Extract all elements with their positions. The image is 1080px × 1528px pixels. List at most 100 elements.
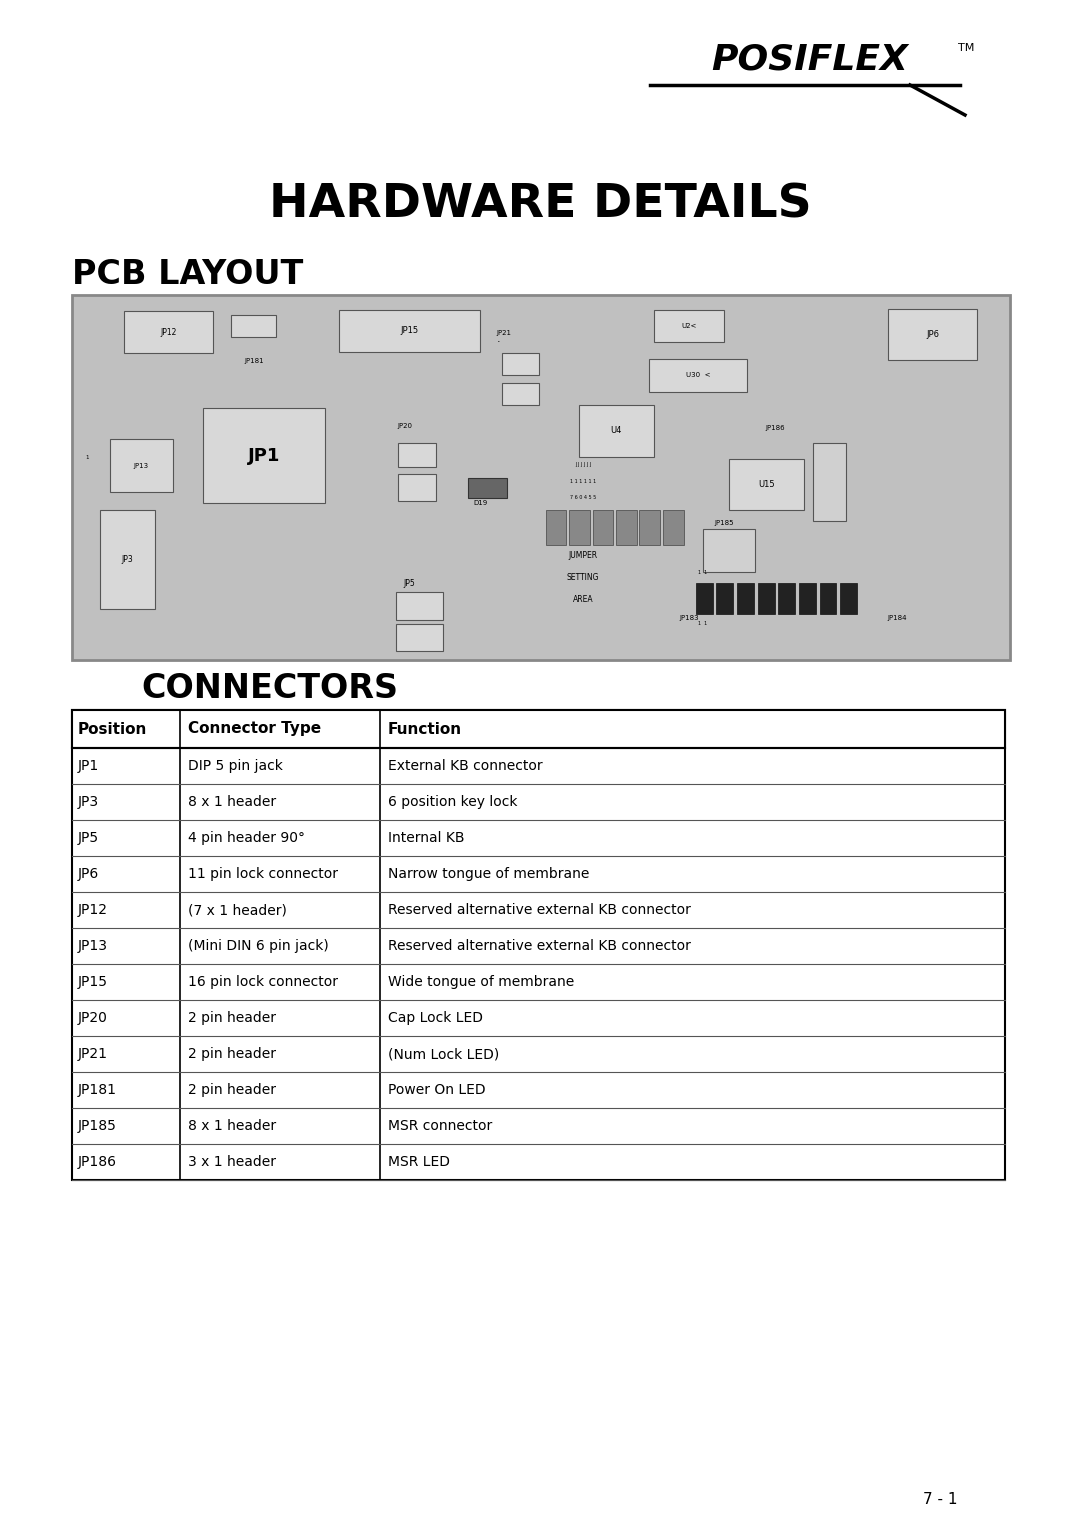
Text: 2 pin header: 2 pin header <box>188 1047 276 1060</box>
Text: JP15: JP15 <box>78 975 108 989</box>
FancyBboxPatch shape <box>100 510 154 608</box>
Text: JP21: JP21 <box>78 1047 108 1060</box>
Text: 1: 1 <box>85 455 89 460</box>
Text: Narrow tongue of membrane: Narrow tongue of membrane <box>388 866 590 882</box>
Text: 7 6 0 4 5 5: 7 6 0 4 5 5 <box>570 495 596 500</box>
Text: 1  1: 1 1 <box>698 620 707 626</box>
Text: CONNECTORS: CONNECTORS <box>141 671 399 704</box>
Text: DIP 5 pin jack: DIP 5 pin jack <box>188 759 283 773</box>
Text: JP186: JP186 <box>78 1155 117 1169</box>
FancyBboxPatch shape <box>72 711 1005 1180</box>
FancyBboxPatch shape <box>399 474 436 501</box>
Text: 7 - 1: 7 - 1 <box>922 1493 957 1508</box>
Text: Reserved alternative external KB connector: Reserved alternative external KB connect… <box>388 903 691 917</box>
Text: JP15: JP15 <box>401 325 419 335</box>
Text: JP1: JP1 <box>248 446 281 465</box>
Text: JP21: JP21 <box>497 330 512 336</box>
Text: 3 x 1 header: 3 x 1 header <box>188 1155 276 1169</box>
FancyBboxPatch shape <box>716 584 733 614</box>
Text: TM: TM <box>958 43 974 53</box>
FancyBboxPatch shape <box>616 510 637 545</box>
FancyBboxPatch shape <box>203 408 325 503</box>
Text: Function: Function <box>388 721 462 736</box>
FancyBboxPatch shape <box>696 584 713 614</box>
Text: JP5: JP5 <box>78 831 99 845</box>
FancyBboxPatch shape <box>737 584 754 614</box>
Text: JP186: JP186 <box>766 425 785 431</box>
Text: JP183: JP183 <box>679 616 699 620</box>
Text: JP1: JP1 <box>78 759 99 773</box>
FancyBboxPatch shape <box>653 310 724 342</box>
FancyBboxPatch shape <box>72 295 1010 660</box>
Text: JP6: JP6 <box>927 330 940 339</box>
FancyBboxPatch shape <box>545 510 566 545</box>
FancyBboxPatch shape <box>813 443 846 521</box>
Text: AREA: AREA <box>572 596 594 604</box>
Text: U30  <: U30 < <box>686 373 711 379</box>
Text: HARDWARE DETAILS: HARDWARE DETAILS <box>269 182 811 228</box>
Text: JP12: JP12 <box>160 329 176 336</box>
Text: JP12: JP12 <box>78 903 108 917</box>
Text: 6 position key lock: 6 position key lock <box>388 795 517 808</box>
FancyBboxPatch shape <box>799 584 815 614</box>
Text: 4 pin header 90°: 4 pin header 90° <box>188 831 305 845</box>
FancyBboxPatch shape <box>569 510 590 545</box>
Text: JUMPER: JUMPER <box>569 552 597 561</box>
Text: JP20: JP20 <box>78 1012 108 1025</box>
FancyBboxPatch shape <box>339 310 480 351</box>
Text: Connector Type: Connector Type <box>188 721 321 736</box>
Text: Power On LED: Power On LED <box>388 1083 486 1097</box>
FancyBboxPatch shape <box>820 584 837 614</box>
FancyBboxPatch shape <box>649 359 747 391</box>
FancyBboxPatch shape <box>758 584 774 614</box>
Text: JP181: JP181 <box>244 358 264 364</box>
Text: (Num Lock LED): (Num Lock LED) <box>388 1047 499 1060</box>
Text: JP185: JP185 <box>78 1118 117 1132</box>
Text: Position: Position <box>78 721 147 736</box>
FancyBboxPatch shape <box>779 584 795 614</box>
Text: 2 pin header: 2 pin header <box>188 1012 276 1025</box>
Text: U15: U15 <box>758 480 774 489</box>
Text: JP184: JP184 <box>888 616 907 620</box>
Text: JP3: JP3 <box>121 555 133 564</box>
FancyBboxPatch shape <box>579 405 653 457</box>
Text: Internal KB: Internal KB <box>388 831 464 845</box>
Text: POSIFLEX: POSIFLEX <box>712 43 908 76</box>
Text: JP13: JP13 <box>78 940 108 953</box>
Text: U4: U4 <box>610 426 622 435</box>
FancyBboxPatch shape <box>72 711 1005 749</box>
Text: JP20: JP20 <box>397 423 413 429</box>
Text: 11 pin lock connector: 11 pin lock connector <box>188 866 338 882</box>
FancyBboxPatch shape <box>593 510 613 545</box>
Text: Wide tongue of membrane: Wide tongue of membrane <box>388 975 575 989</box>
FancyBboxPatch shape <box>663 510 684 545</box>
FancyBboxPatch shape <box>231 315 276 338</box>
FancyBboxPatch shape <box>123 312 213 353</box>
FancyBboxPatch shape <box>888 309 977 361</box>
FancyBboxPatch shape <box>399 443 436 466</box>
Text: JP185: JP185 <box>714 520 733 526</box>
Text: Reserved alternative external KB connector: Reserved alternative external KB connect… <box>388 940 691 953</box>
Text: 16 pin lock connector: 16 pin lock connector <box>188 975 338 989</box>
Text: External KB connector: External KB connector <box>388 759 542 773</box>
Text: 2 pin header: 2 pin header <box>188 1083 276 1097</box>
FancyBboxPatch shape <box>840 584 858 614</box>
Text: .: . <box>497 333 501 344</box>
Text: MSR LED: MSR LED <box>388 1155 450 1169</box>
Text: JP181: JP181 <box>78 1083 117 1097</box>
Text: (Mini DIN 6 pin jack): (Mini DIN 6 pin jack) <box>188 940 328 953</box>
FancyBboxPatch shape <box>703 529 755 573</box>
FancyBboxPatch shape <box>639 510 660 545</box>
FancyBboxPatch shape <box>501 353 539 376</box>
Text: D19: D19 <box>473 500 487 506</box>
FancyBboxPatch shape <box>468 477 508 498</box>
Text: JP6: JP6 <box>78 866 99 882</box>
Text: SETTING: SETTING <box>567 573 599 582</box>
Text: PCB LAYOUT: PCB LAYOUT <box>72 258 303 292</box>
Text: 8 x 1 header: 8 x 1 header <box>188 795 276 808</box>
Text: J J J J J J: J J J J J J <box>575 463 592 468</box>
FancyBboxPatch shape <box>395 623 443 651</box>
Text: Cap Lock LED: Cap Lock LED <box>388 1012 483 1025</box>
Text: JP5: JP5 <box>404 579 416 588</box>
Text: 1 1 1 1 1 1: 1 1 1 1 1 1 <box>570 478 596 484</box>
